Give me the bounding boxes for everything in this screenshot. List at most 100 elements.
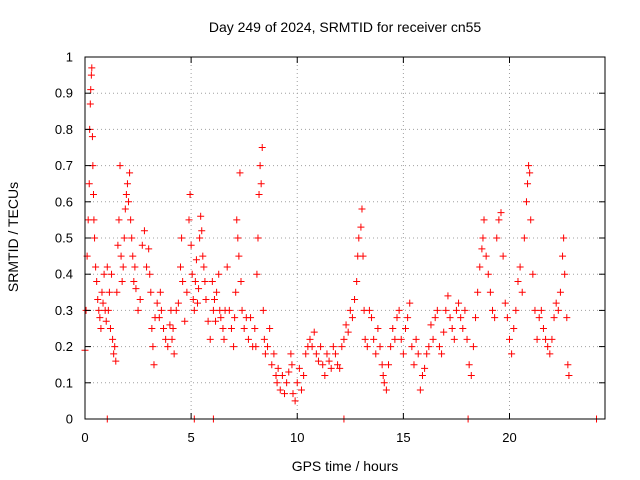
data-point (561, 270, 569, 278)
data-point (164, 343, 172, 351)
data-point (223, 263, 231, 271)
data-point (463, 335, 471, 343)
data-point (495, 216, 503, 224)
data-point (94, 296, 102, 304)
data-point (244, 335, 252, 343)
data-point (274, 364, 282, 372)
data-point (370, 335, 378, 343)
data-point (297, 386, 305, 394)
data-point (560, 234, 568, 242)
data-point (87, 71, 95, 79)
data-point (130, 277, 138, 285)
data-point (285, 368, 293, 376)
data-point (213, 288, 221, 296)
data-point (448, 325, 456, 332)
data-point (527, 216, 535, 224)
y-tick-label: 0 (66, 412, 73, 427)
data-point (552, 299, 560, 307)
data-point (191, 277, 199, 285)
data-point (450, 335, 458, 343)
data-point (208, 277, 216, 285)
data-point (92, 263, 100, 271)
data-point (192, 256, 200, 264)
data-point (96, 314, 104, 322)
data-point (399, 350, 407, 358)
data-point (200, 263, 208, 271)
data-point (474, 288, 482, 296)
x-tick-label: 5 (188, 430, 195, 445)
data-point (256, 162, 264, 170)
data-point (97, 325, 105, 332)
data-point (233, 216, 241, 224)
data-point (365, 306, 373, 314)
data-point (197, 212, 205, 220)
data-point (283, 379, 291, 387)
data-point (342, 321, 350, 329)
data-point (189, 296, 197, 304)
data-point (351, 296, 359, 304)
data-point (126, 169, 134, 177)
data-point (499, 252, 507, 260)
data-point (145, 245, 153, 253)
data-point (300, 372, 308, 380)
data-point (215, 270, 223, 278)
data-point (435, 343, 443, 351)
data-point (93, 277, 101, 285)
data-point (312, 350, 320, 358)
data-point (125, 198, 133, 206)
data-point (195, 285, 203, 293)
data-point (255, 191, 263, 199)
data-point (127, 216, 135, 224)
data-point (247, 314, 255, 322)
data-point (293, 379, 301, 387)
data-point (111, 343, 119, 351)
data-point (479, 234, 487, 242)
data-point (134, 306, 142, 314)
data-point (385, 361, 393, 369)
data-point (493, 234, 501, 242)
data-point (363, 343, 371, 351)
data-point (559, 252, 567, 260)
data-point (380, 379, 388, 387)
data-point (457, 314, 465, 322)
data-point (177, 263, 185, 271)
data-point (89, 191, 97, 199)
data-point (348, 314, 356, 322)
data-point (166, 321, 174, 329)
data-point (535, 314, 543, 322)
data-point (319, 361, 327, 369)
data-point (323, 350, 331, 358)
data-point (227, 325, 235, 332)
data-point (455, 299, 463, 307)
data-point (109, 335, 117, 343)
data-point (138, 241, 146, 249)
data-point (291, 397, 299, 405)
data-point (118, 277, 126, 285)
data-point (237, 277, 245, 285)
y-axis-label: SRMTID / TECUs (5, 182, 21, 292)
data-point (206, 335, 214, 343)
data-point (401, 325, 409, 332)
data-point (516, 263, 524, 271)
data-point (427, 321, 435, 329)
data-point (554, 306, 562, 314)
data-point (98, 288, 106, 296)
data-point (220, 335, 228, 343)
data-point (548, 335, 556, 343)
data-point (102, 317, 110, 325)
data-point (564, 361, 572, 369)
data-point (201, 277, 209, 285)
data-point (273, 379, 281, 387)
data-point (546, 350, 554, 358)
data-point (382, 386, 390, 394)
data-point (232, 288, 240, 296)
data-point (537, 306, 545, 314)
data-point (446, 314, 454, 322)
data-point (149, 343, 157, 351)
data-point (306, 335, 314, 343)
x-tick-labels: 0 5 10 15 20 (81, 430, 516, 445)
data-point (505, 335, 513, 343)
data-point (503, 314, 511, 322)
data-point (395, 306, 403, 314)
data-point (253, 270, 261, 278)
